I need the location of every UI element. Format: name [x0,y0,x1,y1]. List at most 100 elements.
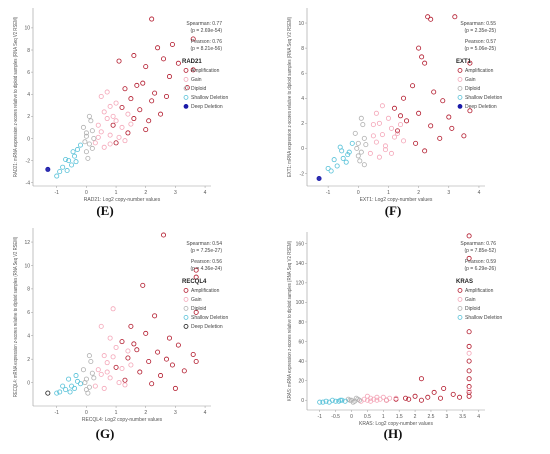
legend-label: Shallow Deletion [465,315,502,321]
data-point-amplification [131,116,137,122]
data-point-diploid [91,135,97,141]
legend-marker-deep-deletion [183,104,189,109]
data-point-shallow-deletion [349,140,355,146]
data-point-gain [101,385,107,391]
data-point-amplification [131,341,137,347]
data-point-amplification [410,83,416,89]
data-point-amplification [431,389,437,395]
panel-label: (H) [384,426,403,441]
data-point-amplification [452,14,458,20]
data-point-gain [113,344,119,350]
data-point-gain [107,132,113,138]
data-point-amplification [193,274,199,280]
data-point-amplification [466,343,472,349]
legend-label: Shallow Deletion [191,95,228,101]
data-point-amplification [193,267,199,273]
data-point-amplification [190,36,196,42]
data-point-diploid [86,384,92,390]
data-point-diploid [355,153,361,159]
data-point-amplification [134,347,140,353]
y-tick-label: 4 [27,334,30,340]
data-point-amplification [169,362,175,368]
scatter-panel-rad21: -1 0 1 2 3 4 -4 -2 0 2 4 6 8 10 RAD21: Log2 copy-numbe… [13,8,228,218]
data-point-amplification [169,41,175,47]
legend-label: Deep Deletion [191,324,223,330]
data-point-amplification [450,391,456,397]
data-point-amplification [143,330,149,336]
data-point-amplification [152,90,158,96]
data-point-shallow-deletion [69,162,75,168]
x-tick-label: 2 [417,190,420,196]
data-point-amplification [113,140,119,146]
x-tick-label: -1 [317,414,322,420]
data-point-amplification [418,397,424,403]
data-point-gain [125,348,131,354]
legend-label: Gain [191,297,202,303]
data-point-amplification [175,342,181,348]
data-point-shallow-deletion [54,173,60,179]
data-point-gain [107,103,113,109]
legend-marker-amplification [183,287,189,293]
data-point-amplification [158,111,164,117]
legend-label: Amplification [465,68,494,74]
legend-marker-gain [183,77,189,82]
data-point-gain [128,121,134,127]
data-point-gain [370,133,376,139]
legend-marker-shallow-deletion [183,95,189,100]
data-point-gain [374,397,380,403]
data-point-shallow-deletion [346,149,352,155]
data-point-gain [376,154,382,160]
data-point-gain [101,353,107,359]
data-point-amplification [166,74,172,80]
data-point-amplification [466,393,472,399]
data-point-gain [373,139,379,145]
y-tick-label: 8 [27,287,30,293]
data-point-amplification [137,369,143,375]
data-point-shallow-deletion [340,155,346,161]
y-tick-label: 12 [24,240,30,246]
y-axis-title: KRAS: mRNA expression z-scores relative … [287,241,293,401]
data-point-amplification [401,95,407,101]
data-point-diploid [355,140,361,146]
data-point-amplification [122,86,128,92]
data-point-diploid [88,358,94,364]
y-axis-title: RAD21: mRNA expression z-scores relative… [13,17,19,177]
data-point-amplification [467,108,473,114]
data-point-diploid [83,387,89,393]
data-point-diploid [358,149,364,155]
data-point-gain [98,371,104,377]
x-tick-label: 1 [382,414,385,420]
data-point-shallow-deletion [345,152,351,158]
data-point-amplification [110,122,116,128]
x-axis-title: KRAS: Log2 copy-number values [359,421,433,427]
data-point-amplification [466,255,472,261]
data-point-gain [101,144,107,150]
data-point-amplification [425,394,431,400]
x-tick-label: 4 [478,190,481,196]
data-point-gain [92,383,98,389]
spearman-value: Spearman: 0.55 [460,21,496,27]
data-point-gain [98,323,104,329]
data-point-gain [393,395,399,401]
y-tick-label: 120 [296,281,305,287]
data-point-amplification [155,45,161,51]
data-point-deep-deletion [45,166,51,172]
data-point-gain [379,103,385,109]
data-point-gain [110,306,116,312]
x-tick-label: 2.5 [427,414,434,420]
data-point-shallow-deletion [339,148,345,154]
data-point-gain [110,354,116,360]
data-point-diploid [363,142,369,148]
legend-label: Diploid [191,306,207,312]
legend-label: Gain [465,297,476,303]
data-point-diploid [80,124,86,130]
data-point-diploid [82,139,88,145]
y-tick-label: 4 [27,92,30,98]
scatter-panel-ext1: -1 0 1 2 3 4 -2 0 2 4 6 8 10 EXT1: Log2 copy-number v… [287,8,502,218]
data-point-amplification [181,368,187,374]
data-point-shallow-deletion [57,169,63,175]
data-point-diploid [80,367,86,373]
data-point-shallow-deletion [72,153,78,159]
data-point-amplification [140,282,146,288]
legend-marker-amplification [457,68,463,73]
